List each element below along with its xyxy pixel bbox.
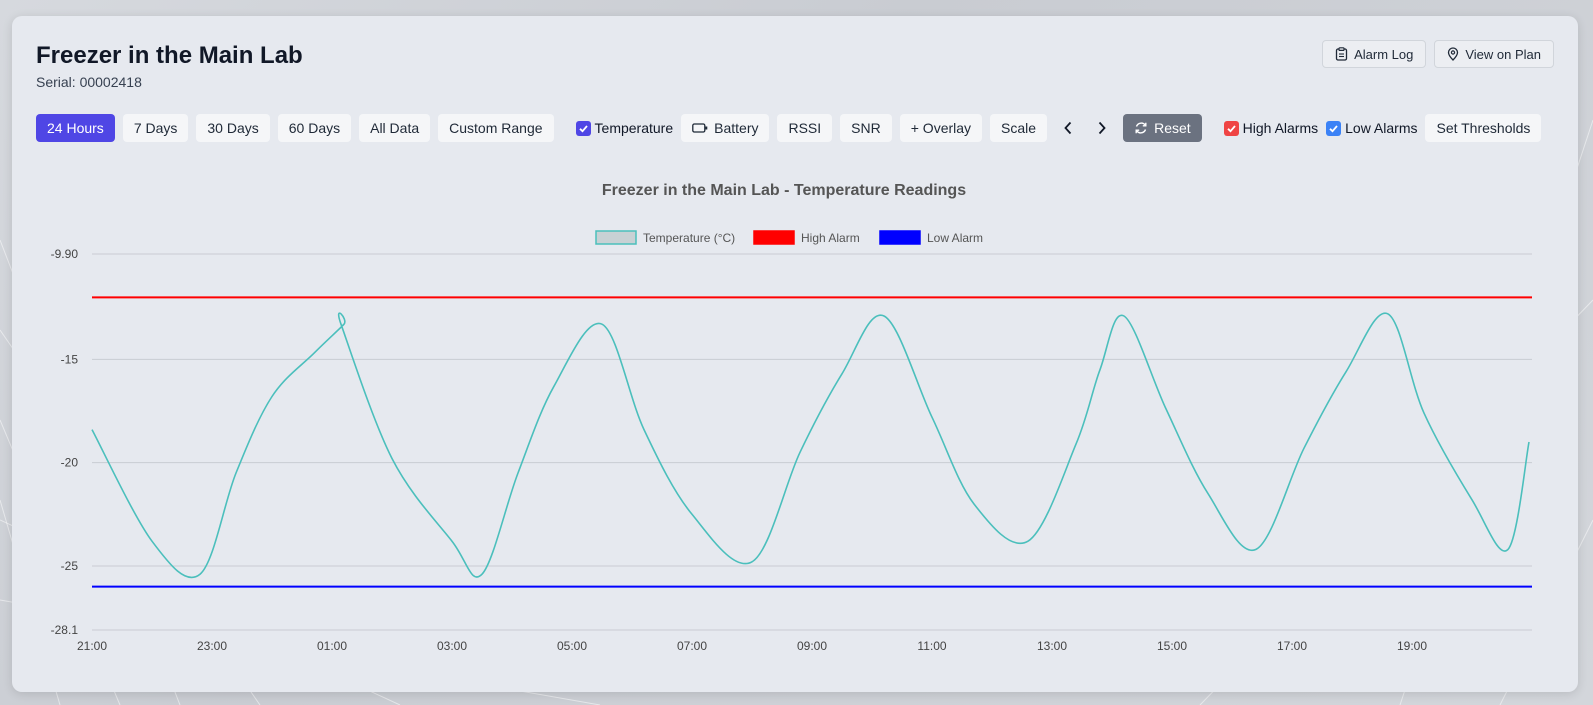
chevron-right-icon[interactable] <box>1089 114 1115 142</box>
high-alarms-label: High Alarms <box>1242 120 1319 136</box>
legend-label: High Alarm <box>801 231 860 245</box>
y-tick-label: -9.90 <box>51 247 79 261</box>
check-icon <box>1329 124 1338 133</box>
rssi-button[interactable]: RSSI <box>777 114 833 142</box>
x-tick-label: 21:00 <box>77 639 107 653</box>
chart-legend: Temperature (°C) High Alarm Low Alarm <box>595 230 983 245</box>
reset-label: Reset <box>1154 120 1191 136</box>
device-card: Freezer in the Main Lab Serial: 00002418… <box>12 16 1578 692</box>
legend-swatch <box>595 230 637 245</box>
x-tick-label: 23:00 <box>197 639 227 653</box>
y-tick-label: -20 <box>61 456 79 470</box>
battery-icon <box>692 123 708 133</box>
x-tick-label: 13:00 <box>1037 639 1067 653</box>
x-tick-label: 19:00 <box>1397 639 1427 653</box>
temperature-series-line <box>91 312 1530 579</box>
x-tick-label: 07:00 <box>677 639 707 653</box>
y-tick-label: -15 <box>61 352 79 366</box>
reset-button[interactable]: Reset <box>1123 114 1202 142</box>
temperature-toggle[interactable]: Temperature <box>575 120 674 136</box>
refresh-icon <box>1135 122 1147 134</box>
x-tick-label: 05:00 <box>557 639 587 653</box>
check-icon <box>578 124 588 133</box>
x-tick-label: 09:00 <box>797 639 827 653</box>
snr-button[interactable]: SNR <box>840 114 892 142</box>
temperature-checkbox[interactable] <box>575 120 591 136</box>
custom-range-button[interactable]: Custom Range <box>438 114 554 142</box>
x-tick-label: 11:00 <box>917 639 946 653</box>
map-pin-icon <box>1448 47 1459 61</box>
x-tick-label: 15:00 <box>1157 639 1187 653</box>
range-all-data-button[interactable]: All Data <box>359 114 431 142</box>
legend-swatch <box>879 230 921 245</box>
y-axis: -9.90 -15 -20 -25 -28.1 <box>51 247 79 637</box>
y-tick-label: -28.1 <box>51 623 79 637</box>
range-7-days-button[interactable]: 7 Days <box>122 114 189 142</box>
battery-label: Battery <box>714 120 759 136</box>
check-icon <box>1227 124 1236 133</box>
set-thresholds-button[interactable]: Set Thresholds <box>1425 114 1542 142</box>
temperature-label: Temperature <box>594 120 674 136</box>
chart-title: Freezer in the Main Lab - Temperature Re… <box>602 182 966 199</box>
overlay-button[interactable]: + Overlay <box>899 114 983 142</box>
x-axis: 21:00 23:00 01:00 03:00 05:00 07:00 09:00 11:00… <box>77 639 1427 653</box>
legend-label: Low Alarm <box>927 231 983 245</box>
temperature-chart: Freezer in the Main Lab - Temperature Re… <box>51 182 1532 653</box>
x-tick-label: 03:00 <box>437 639 467 653</box>
chevron-left-icon[interactable] <box>1055 114 1081 142</box>
header-actions: Alarm Log View on Plan <box>1322 40 1554 68</box>
scale-button[interactable]: Scale <box>990 114 1048 142</box>
serial-number: Serial: 00002418 <box>36 74 142 90</box>
low-alarms-label: Low Alarms <box>1345 120 1418 136</box>
high-alarms-toggle[interactable]: High Alarms <box>1223 120 1319 136</box>
alarm-log-label: Alarm Log <box>1354 46 1414 62</box>
legend-swatch <box>753 230 795 245</box>
y-tick-label: -25 <box>61 559 79 573</box>
alarm-log-button[interactable]: Alarm Log <box>1322 40 1427 68</box>
chart-grid <box>92 253 1532 631</box>
range-60-days-button[interactable]: 60 Days <box>277 114 352 142</box>
range-24-hours-button[interactable]: 24 Hours <box>36 114 115 142</box>
chart-toolbar: 24 Hours 7 Days 30 Days 60 Days All Data… <box>36 114 1554 142</box>
battery-button[interactable]: Battery <box>681 114 770 142</box>
legend-label: Temperature (°C) <box>643 231 735 245</box>
x-tick-label: 17:00 <box>1277 639 1307 653</box>
page-title: Freezer in the Main Lab <box>36 42 303 69</box>
x-tick-label: 01:00 <box>317 639 347 653</box>
range-30-days-button[interactable]: 30 Days <box>196 114 270 142</box>
view-on-plan-label: View on Plan <box>1465 46 1541 62</box>
low-alarms-checkbox[interactable] <box>1326 120 1342 136</box>
clipboard-icon <box>1335 47 1348 61</box>
plot-area <box>91 296 1532 588</box>
high-alarms-checkbox[interactable] <box>1223 120 1239 136</box>
low-alarms-toggle[interactable]: Low Alarms <box>1326 120 1417 136</box>
view-on-plan-button[interactable]: View on Plan <box>1434 40 1554 68</box>
